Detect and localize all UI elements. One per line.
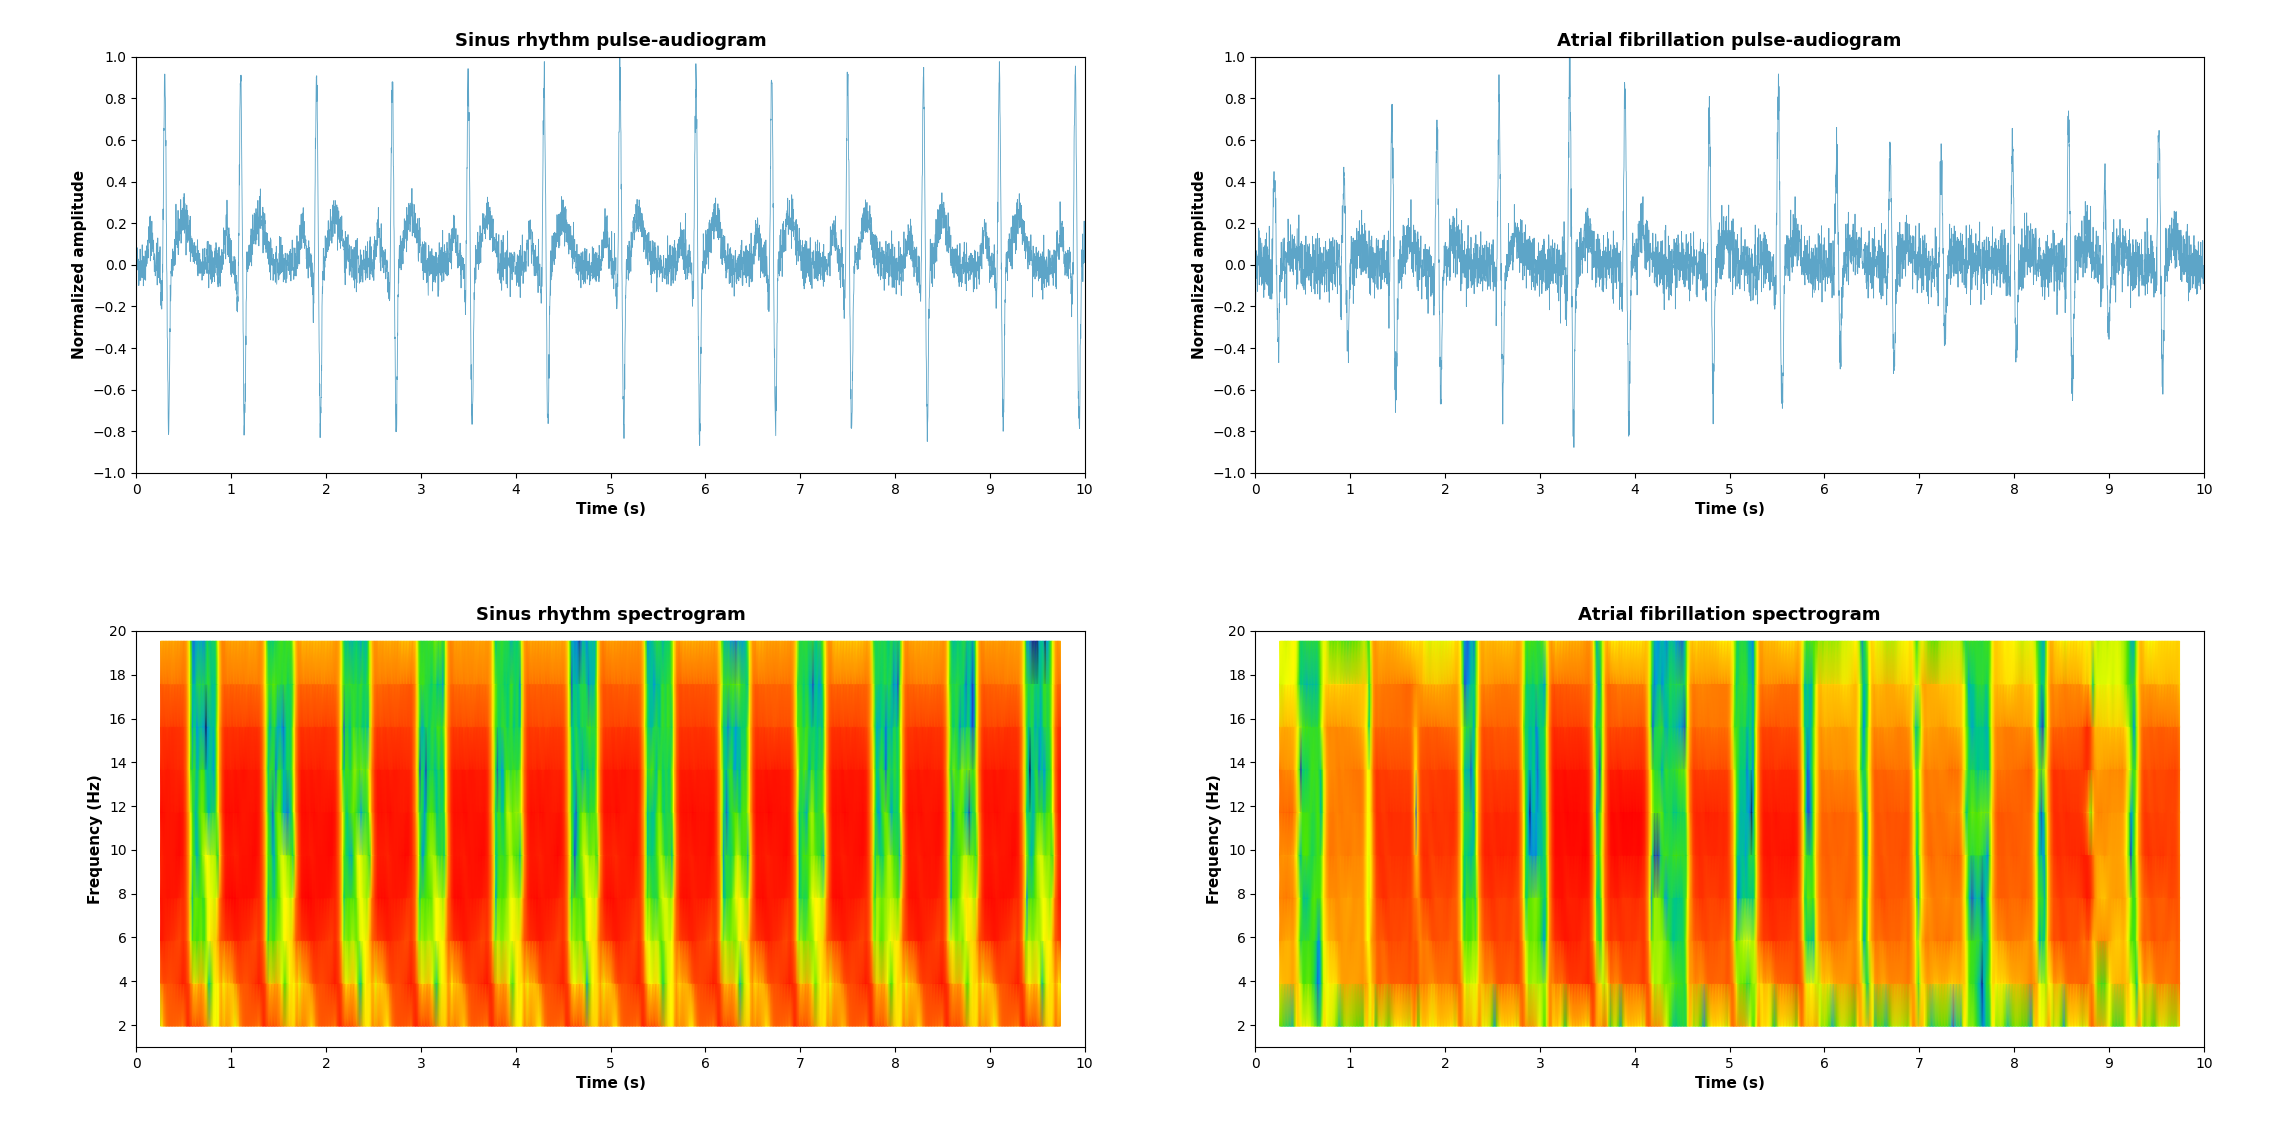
Y-axis label: Normalized amplitude: Normalized amplitude [73, 171, 86, 360]
X-axis label: Time (s): Time (s) [575, 1077, 645, 1091]
Title: Atrial fibrillation pulse-audiogram: Atrial fibrillation pulse-audiogram [1556, 32, 1902, 50]
Title: Atrial fibrillation spectrogram: Atrial fibrillation spectrogram [1579, 605, 1881, 624]
X-axis label: Time (s): Time (s) [1695, 502, 1765, 517]
Y-axis label: Frequency (Hz): Frequency (Hz) [1206, 774, 1222, 904]
Title: Sinus rhythm spectrogram: Sinus rhythm spectrogram [475, 605, 745, 624]
Title: Sinus rhythm pulse-audiogram: Sinus rhythm pulse-audiogram [454, 32, 766, 50]
X-axis label: Time (s): Time (s) [1695, 1077, 1765, 1091]
X-axis label: Time (s): Time (s) [575, 502, 645, 517]
Y-axis label: Normalized amplitude: Normalized amplitude [1191, 171, 1206, 360]
Y-axis label: Frequency (Hz): Frequency (Hz) [89, 774, 102, 904]
